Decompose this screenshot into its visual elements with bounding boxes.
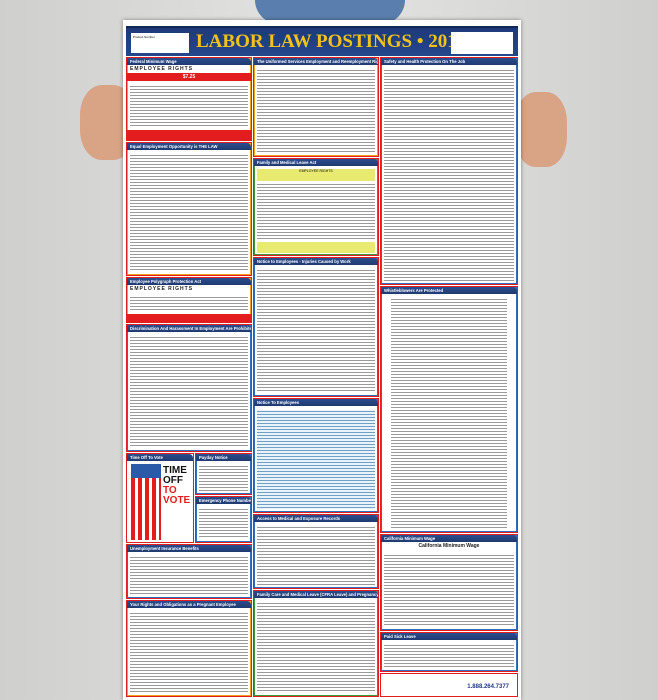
vote-line1: TIME OFF xyxy=(163,465,187,486)
body-text xyxy=(257,526,375,585)
body-text xyxy=(257,269,375,393)
section-header: Payday Notice xyxy=(196,454,251,461)
section-headline: EMPLOYEE RIGHTS xyxy=(257,169,375,181)
section-discrimination: Discrimination And Harassment In Employm… xyxy=(126,324,252,452)
section-medical-records: Access to Medical and Exposure Records xyxy=(253,514,379,589)
section-header: Equal Employment Opportunity is THE LAW xyxy=(127,143,251,150)
section-header: Emergency Phone Numbers xyxy=(196,497,251,504)
footer-phone: 1.888.264.7377 xyxy=(467,684,509,690)
brand-logo xyxy=(451,32,513,54)
body-text xyxy=(130,154,248,272)
section-injuries-notice: Notice to Employees - Injuries Caused by… xyxy=(253,257,379,397)
labor-law-poster: Product Number LABOR LAW POSTINGS • 2018… xyxy=(123,20,521,700)
poster-footer: 1.888.264.7377 xyxy=(380,673,518,697)
poster-header: Product Number LABOR LAW POSTINGS • 2018 xyxy=(126,26,518,56)
section-ca-minimum-wage: California Minimum Wage California Minim… xyxy=(380,534,518,631)
section-polygraph: Employee Polygraph Protection Act EMPLOY… xyxy=(126,277,252,323)
body-text xyxy=(257,183,375,241)
section-unemployment: Unemployment Insurance Benefits xyxy=(126,544,252,599)
section-header: Unemployment Insurance Benefits xyxy=(127,545,251,552)
section-header: Federal Minimum Wage xyxy=(127,58,251,65)
body-text xyxy=(199,508,248,539)
section-header: Notice To Employees xyxy=(254,399,378,406)
footer-band xyxy=(127,314,251,322)
wage-amount: $7.25 xyxy=(127,73,251,81)
section-cfra: Family Care and Medical Leave (CFRA Leav… xyxy=(253,590,379,697)
section-paid-sick-leave: Paid Sick Leave xyxy=(380,632,518,672)
section-header: Family Care and Medical Leave (CFRA Leav… xyxy=(254,591,378,598)
section-userra: The Uniformed Services Employment and Re… xyxy=(253,57,379,157)
body-text xyxy=(130,556,248,595)
section-fmla: Family and Medical Leave Act EMPLOYEE RI… xyxy=(253,158,379,256)
poster-title: LABOR LAW POSTINGS • 2018 xyxy=(196,31,467,52)
section-pregnant-employee: Your Rights and Obligations as a Pregnan… xyxy=(126,600,252,697)
footer-band xyxy=(257,242,375,253)
section-headline: California Minimum Wage xyxy=(418,543,480,549)
body-text xyxy=(130,336,248,448)
section-header: Paid Sick Leave xyxy=(381,633,517,640)
section-header: The Uniformed Services Employment and Re… xyxy=(254,58,378,65)
vote-line2: TO VOTE xyxy=(163,485,191,506)
body-text xyxy=(257,69,375,153)
body-text xyxy=(391,298,507,529)
section-time-off-to-vote: Time Off To Vote TIME OFF TO VOTE xyxy=(126,453,194,543)
section-header: Time Off To Vote xyxy=(127,454,193,461)
body-text xyxy=(199,465,248,491)
section-header: California Minimum Wage xyxy=(381,535,517,542)
section-notice-to-employees: Notice To Employees xyxy=(253,398,379,513)
section-emergency-phone: Emergency Phone Numbers xyxy=(195,496,252,543)
section-header: Safety and Health Protection On The Job xyxy=(381,58,517,65)
section-headline: EMPLOYEE RIGHTS xyxy=(130,286,194,292)
body-text xyxy=(384,554,514,627)
section-header: Access to Medical and Exposure Records xyxy=(254,515,378,522)
section-header: Discrimination And Harassment In Employm… xyxy=(127,325,251,332)
section-headline: EMPLOYEE RIGHTS xyxy=(130,66,194,72)
footer-band xyxy=(127,130,251,140)
body-text xyxy=(384,69,514,281)
body-text xyxy=(130,296,248,312)
vote-headline: TIME OFF TO VOTE xyxy=(163,466,193,506)
body-text xyxy=(257,602,375,693)
section-header: Employee Polygraph Protection Act xyxy=(127,278,251,285)
section-payday-notice: Payday Notice xyxy=(195,453,252,495)
body-text xyxy=(130,612,248,693)
section-header: Family and Medical Leave Act xyxy=(254,159,378,166)
right-hand xyxy=(515,92,567,167)
section-header: Whistleblowers Are Protected xyxy=(381,287,517,294)
body-text xyxy=(130,85,248,128)
section-whistleblowers: Whistleblowers Are Protected xyxy=(380,286,518,533)
section-federal-minimum-wage: Federal Minimum Wage EMPLOYEE RIGHTS $7.… xyxy=(126,57,252,141)
section-eeo: Equal Employment Opportunity is THE LAW xyxy=(126,142,252,276)
section-header: Your Rights and Obligations as a Pregnan… xyxy=(127,601,251,608)
section-header: Notice to Employees - Injuries Caused by… xyxy=(254,258,378,265)
body-text xyxy=(257,410,375,509)
section-safety: Safety and Health Protection On The Job xyxy=(380,57,518,285)
product-label: Product Number xyxy=(131,33,189,53)
body-text xyxy=(384,644,514,668)
ballot-box-illustration xyxy=(131,464,161,540)
